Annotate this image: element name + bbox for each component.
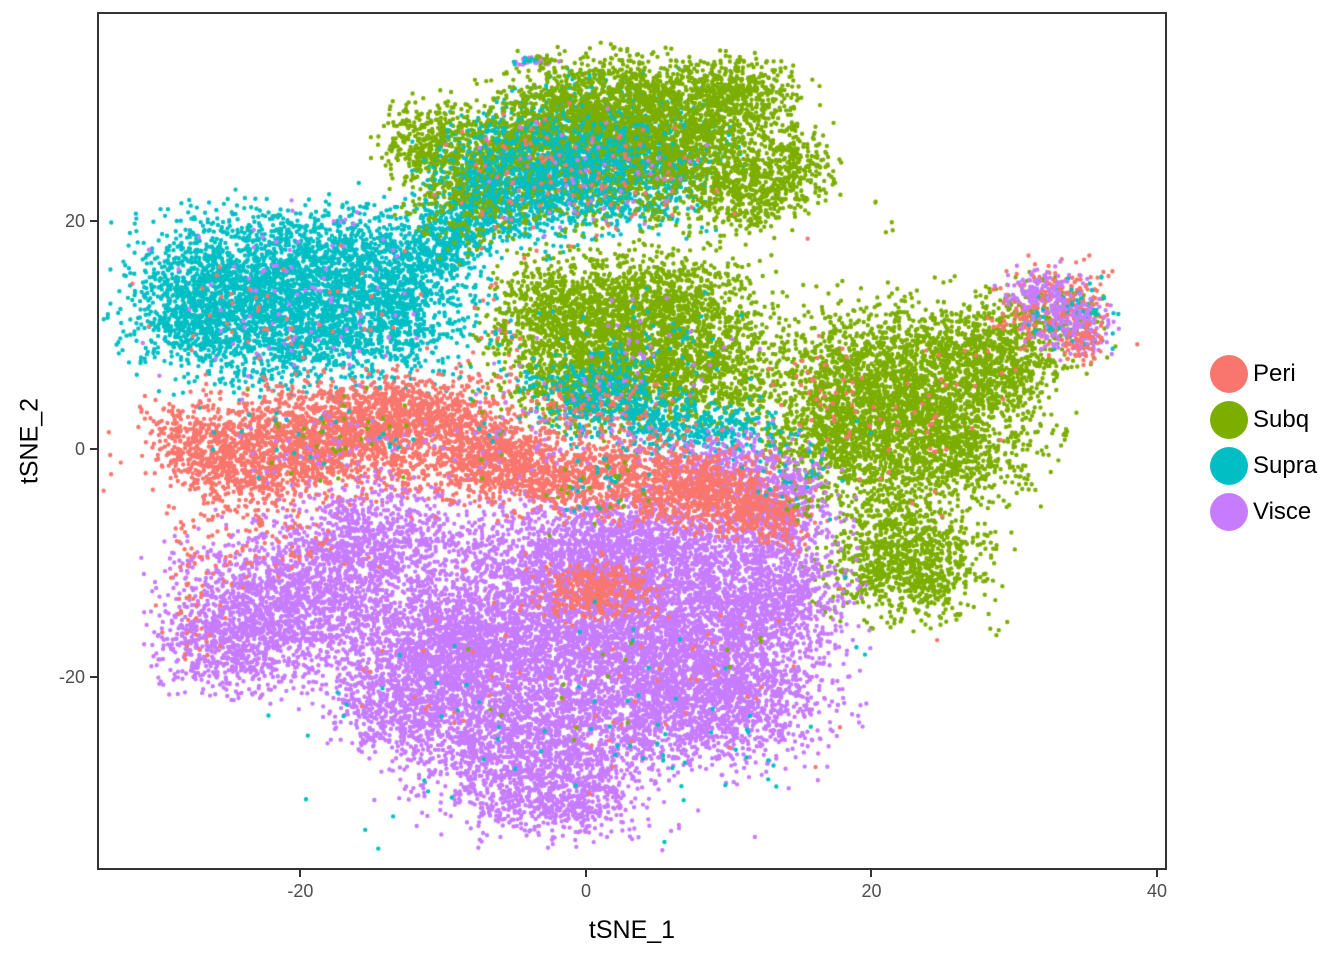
- y-tick-mark: [90, 219, 97, 222]
- legend-item-supra: Supra: [1210, 443, 1317, 489]
- x-tick-mark: [870, 870, 873, 877]
- peri-color-swatch: [1210, 355, 1248, 393]
- x-tick-mark: [1156, 870, 1158, 877]
- subq-color-swatch: [1210, 401, 1248, 439]
- y-tick-label: -20: [58, 667, 85, 688]
- y-axis-title: tSNE_2: [15, 397, 44, 485]
- legend-item-visce: Visce: [1210, 489, 1317, 535]
- y-tick-mark: [90, 447, 97, 450]
- legend-label-subq: Subq: [1253, 406, 1310, 433]
- legend-label-peri: Peri: [1253, 360, 1296, 387]
- x-tick-label: 0: [580, 881, 591, 901]
- x-tick-label: -20: [287, 881, 314, 901]
- legend: Peri Subq Supra Visce: [1210, 351, 1317, 535]
- y-tick-label: 0: [74, 438, 85, 459]
- x-tick-label: 40: [1146, 881, 1168, 901]
- legend-label-visce: Visce: [1253, 498, 1312, 525]
- x-tick-mark: [584, 870, 587, 877]
- legend-item-subq: Subq: [1210, 397, 1317, 443]
- supra-color-swatch: [1210, 447, 1248, 485]
- scatter-canvas: [97, 12, 1167, 870]
- x-tick-label: 20: [861, 881, 882, 901]
- legend-item-peri: Peri: [1210, 351, 1317, 397]
- y-tick-mark: [90, 676, 97, 679]
- x-axis-title: tSNE_1: [588, 916, 676, 944]
- visce-color-swatch: [1210, 493, 1248, 531]
- legend-label-supra: Supra: [1253, 452, 1318, 479]
- y-tick-label: 20: [64, 210, 85, 231]
- x-tick-mark: [299, 870, 302, 877]
